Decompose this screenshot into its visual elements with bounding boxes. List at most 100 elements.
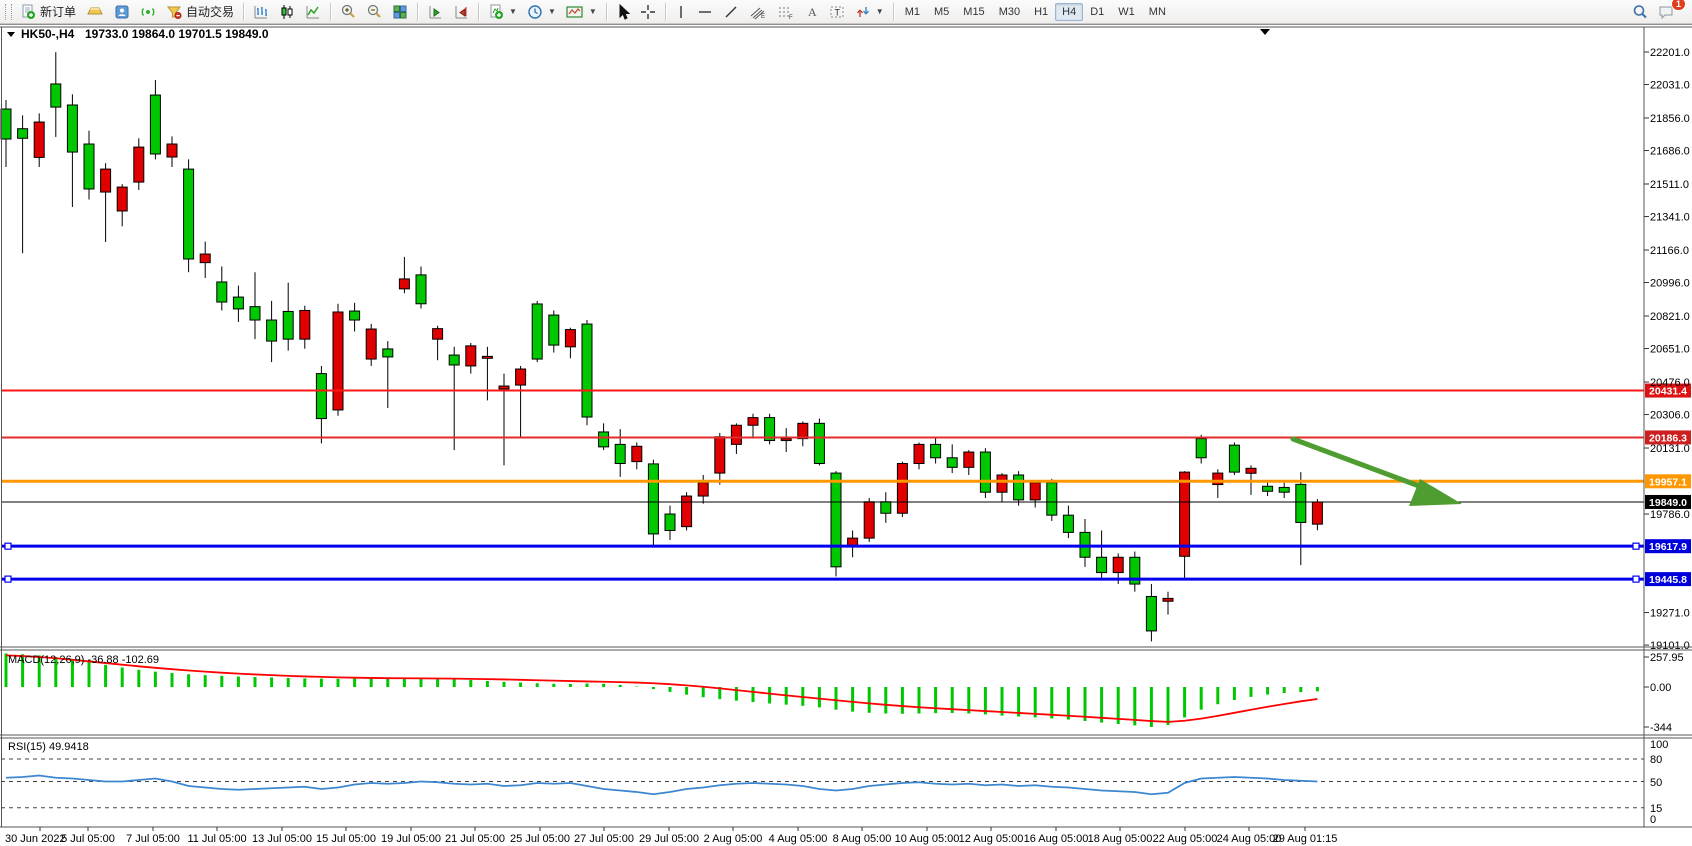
deposit-icon	[86, 4, 104, 20]
candle-body	[415, 274, 427, 305]
line-handle[interactable]	[4, 542, 12, 550]
axis-tick-label: 22201.0	[1650, 47, 1690, 59]
candle-body	[432, 328, 444, 340]
signal-button[interactable]	[135, 0, 161, 23]
chart-canvas[interactable]: 20431.4 20186.3 19957.1 19849.0 19617.9 19445…	[0, 25, 1692, 846]
vertical-line-tool[interactable]	[670, 0, 692, 23]
bar-chart-button[interactable]	[248, 0, 274, 23]
auto-trading-icon	[166, 4, 182, 20]
chart-shift-marker[interactable]	[1260, 29, 1270, 35]
axis-tick-label: 20996.0	[1650, 278, 1690, 290]
candle-body	[1129, 556, 1141, 585]
timeframe-button-m15[interactable]: M15	[963, 5, 985, 18]
chart-window[interactable]: 20431.4 20186.3 19957.1 19849.0 19617.9 19445…	[0, 24, 1692, 846]
line-handle[interactable]	[1632, 575, 1640, 583]
candle-body	[149, 94, 161, 155]
candle-body	[1145, 595, 1157, 632]
chevron-down-icon: ▼	[588, 7, 597, 16]
candle-body	[697, 482, 709, 497]
timeframe-button-w1[interactable]: W1	[1118, 5, 1135, 18]
axis-tick-label: 20131.0	[1650, 443, 1690, 455]
timeframe-button-m1[interactable]: M1	[904, 5, 920, 18]
timeframe-button-mn[interactable]: MN	[1148, 5, 1166, 18]
price-badge-label: 20431.4	[1649, 386, 1687, 398]
periods-button[interactable]: ▼	[522, 0, 561, 23]
new-chart-button[interactable]: ▼	[483, 0, 522, 23]
fibonacci-tool[interactable]: F	[772, 0, 800, 23]
line-handle[interactable]	[4, 575, 12, 583]
candle-body	[847, 537, 859, 547]
axis-tick-label: 20821.0	[1650, 311, 1690, 323]
notification-badge: 1	[1670, 0, 1686, 11]
arrow-shaft	[1290, 436, 1430, 492]
macd-scale-label: 0.00	[1650, 682, 1671, 694]
tile-windows-button[interactable]	[387, 0, 413, 23]
candle-body	[332, 311, 344, 411]
chart-plot[interactable]	[0, 27, 1645, 647]
toolbar-grip[interactable]	[5, 3, 12, 20]
candle-body	[33, 121, 45, 158]
templates-button[interactable]: ▼	[561, 0, 602, 23]
line-handle[interactable]	[1632, 542, 1640, 550]
text-tool[interactable]: A	[800, 0, 824, 23]
arrows-tool[interactable]: ▼	[850, 0, 889, 23]
channel-icon: E	[749, 4, 767, 20]
price-badge-label: 20186.3	[1649, 432, 1687, 444]
scroll-to-end-button[interactable]	[422, 0, 448, 23]
channel-tool[interactable]: E	[744, 0, 772, 23]
candle-body	[100, 168, 112, 193]
chat-button[interactable]: 1	[1653, 0, 1686, 23]
candle-body	[996, 474, 1008, 493]
axis-tick-label: 19786.0	[1650, 509, 1690, 521]
date-label: 15 Jul 05:00	[316, 833, 376, 845]
date-label: 27 Jul 05:00	[574, 833, 634, 845]
timeframe-button-m5[interactable]: M5	[934, 5, 950, 18]
search-button[interactable]	[1627, 0, 1653, 23]
date-label: 29 Aug 01:15	[1273, 833, 1338, 845]
text-label-tool[interactable]: T	[824, 0, 850, 23]
candle-body	[531, 303, 543, 360]
cursor-tool-button[interactable]	[611, 0, 635, 23]
candle-body	[647, 463, 659, 535]
candle-body	[66, 104, 78, 153]
horizontal-line-tool[interactable]	[692, 0, 718, 23]
crosshair-tool-button[interactable]	[635, 0, 661, 23]
candle-body	[548, 314, 560, 346]
macd-pane: MACD(12,26,9) -36.88 -102.69 257.95 0.00 -3…	[4, 652, 1684, 734]
candle-body	[1096, 556, 1108, 574]
deposit-button[interactable]	[81, 0, 109, 23]
candlestick-chart-button[interactable]	[274, 0, 300, 23]
chart-shift-button[interactable]	[448, 0, 474, 23]
horizontal-line-icon	[697, 4, 713, 20]
scroll-to-end-icon	[427, 4, 443, 20]
candle-body	[764, 417, 776, 442]
candle-body	[797, 422, 809, 440]
zoom-in-icon	[340, 4, 356, 20]
candle-body	[199, 253, 211, 264]
line-chart-button[interactable]	[300, 0, 326, 23]
timeframe-button-h1[interactable]: H1	[1034, 5, 1049, 18]
trendline-tool[interactable]	[718, 0, 744, 23]
candle-body	[1162, 597, 1174, 602]
candle-body	[681, 495, 693, 528]
date-label: 19 Jul 05:00	[381, 833, 441, 845]
zoom-out-button[interactable]	[361, 0, 387, 23]
timeframe-button-m30[interactable]: M30	[998, 5, 1021, 18]
rsi-scale-label: 80	[1650, 754, 1662, 766]
price-badge-label: 19445.8	[1649, 574, 1687, 586]
fibonacci-icon: F	[777, 4, 795, 20]
auto-trading-button[interactable]: 自动交易	[161, 0, 239, 23]
timeframe-button-d1[interactable]: D1	[1090, 5, 1105, 18]
main-toolbar: 新订单 自动交易	[0, 0, 1692, 24]
zoom-in-button[interactable]	[335, 0, 361, 23]
chevron-down-icon: ▼	[547, 7, 556, 16]
date-label: 2 Aug 05:00	[704, 833, 763, 845]
symbol-dropdown-icon[interactable]	[7, 32, 15, 37]
annotation-arrow[interactable]	[1290, 436, 1462, 506]
profile-button[interactable]	[109, 0, 135, 23]
new-order-button[interactable]: 新订单	[15, 0, 81, 23]
candle-body	[1179, 471, 1191, 557]
candle-body	[714, 436, 726, 474]
date-label: 29 Jul 05:00	[639, 833, 699, 845]
timeframe-button-h4[interactable]: H4	[1055, 2, 1084, 21]
